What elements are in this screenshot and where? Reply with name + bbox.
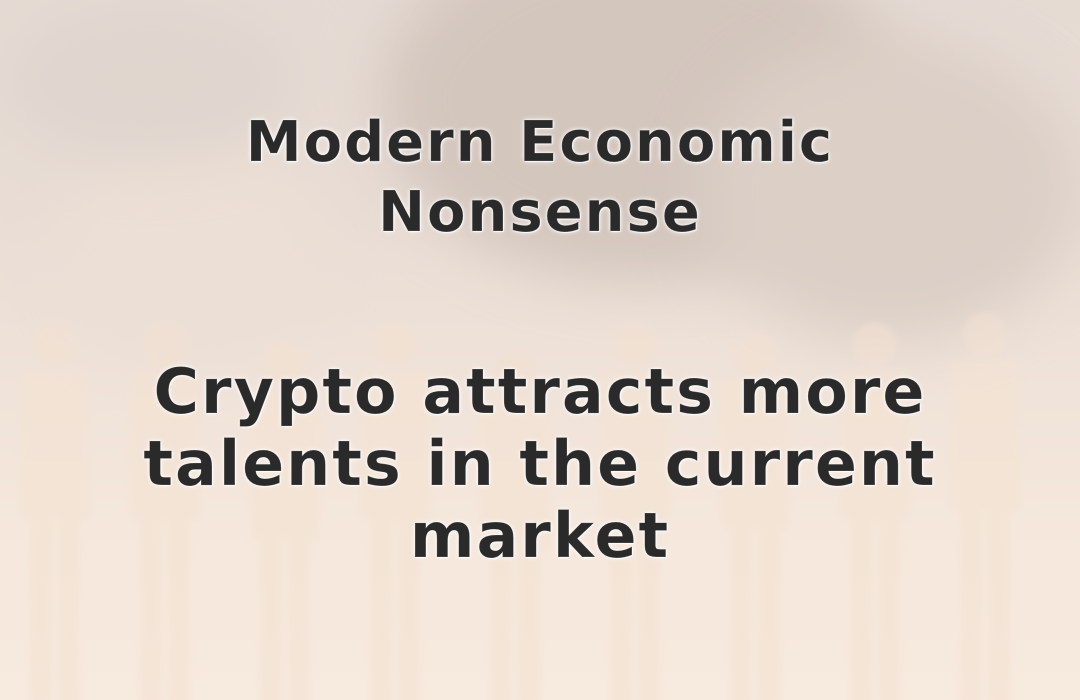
wooden-figure <box>250 342 320 700</box>
wooden-figure <box>840 322 910 700</box>
heading-line: Modern Economic <box>245 110 835 176</box>
blurred-shadow <box>0 0 300 160</box>
wooden-figure <box>600 322 670 700</box>
subheading-line: talents in the current <box>143 427 937 500</box>
wooden-figure <box>720 332 790 700</box>
wooden-figure <box>130 322 200 700</box>
blurred-shadow <box>700 40 1080 340</box>
heading-line: Nonsense <box>378 180 702 246</box>
blurred-hand-shape <box>60 140 320 360</box>
subheading-line: market <box>409 499 671 572</box>
subheading: Crypto attracts more talents in the curr… <box>100 355 980 572</box>
wooden-figure <box>480 352 550 700</box>
heading: Modern Economic Nonsense <box>140 108 940 248</box>
subheading-line: Crypto attracts more <box>153 355 927 428</box>
wooden-figure <box>20 322 90 700</box>
wooden-figure <box>950 312 1020 700</box>
wooden-figure <box>360 322 430 700</box>
